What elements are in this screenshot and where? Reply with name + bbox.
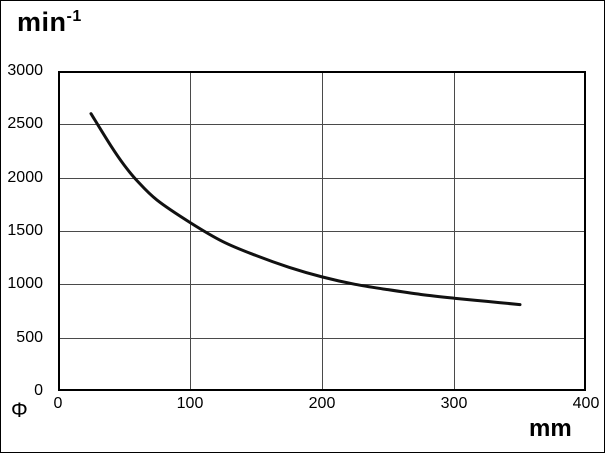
data-curve bbox=[89, 112, 522, 307]
x-tick-label: 100 bbox=[176, 395, 204, 412]
plot-svg bbox=[58, 71, 586, 391]
x-axis-unit-label: mm bbox=[529, 415, 572, 442]
y-tick-label: 2500 bbox=[7, 115, 43, 133]
x-tick-label: 400 bbox=[572, 395, 600, 412]
y-tick-label: 0 bbox=[34, 382, 43, 399]
y-tick-label: 2000 bbox=[7, 168, 43, 186]
y-tick-label: 500 bbox=[16, 328, 43, 346]
y-axis-tick-labels: 0 500 1000 1500 2000 2500 3000 bbox=[1, 62, 51, 399]
x-tick-label: 0 bbox=[53, 395, 63, 412]
x-tick-label: 300 bbox=[440, 395, 468, 412]
x-tick-label: 200 bbox=[308, 395, 336, 412]
plot-area bbox=[58, 71, 586, 391]
y-tick-label: 1500 bbox=[7, 222, 43, 239]
y-tick-label: 1000 bbox=[7, 275, 43, 293]
y-axis-unit-label: min-1 bbox=[17, 7, 82, 38]
y-tick-label: 3000 bbox=[7, 62, 43, 79]
diameter-symbol: Φ bbox=[11, 399, 28, 422]
y-axis-unit-base: min bbox=[17, 7, 67, 37]
y-axis-unit-exponent: -1 bbox=[66, 8, 82, 25]
x-axis-tick-labels: 0 100 200 300 400 bbox=[54, 395, 600, 415]
plot-border bbox=[58, 71, 586, 391]
